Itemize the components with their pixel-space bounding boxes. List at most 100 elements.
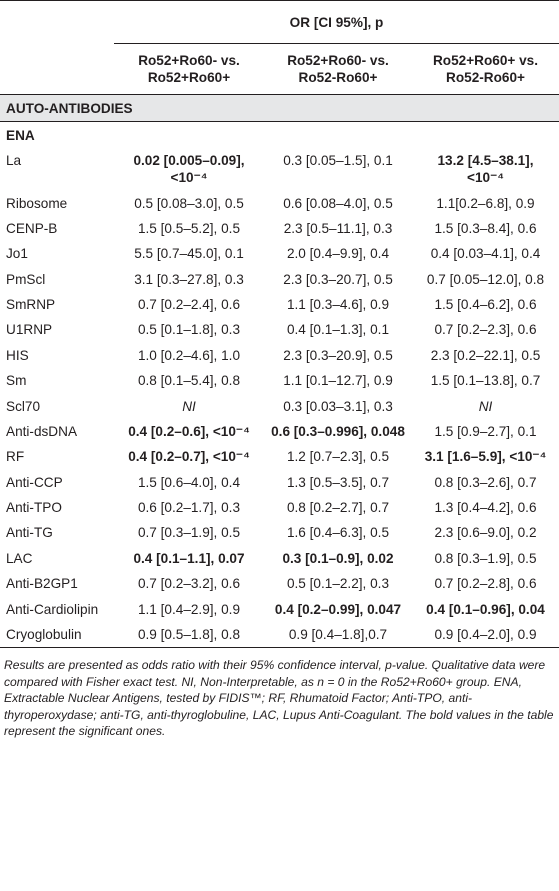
table-cell: 0.7 [0.3–1.9], 0.5 — [137, 525, 241, 541]
row-label: Anti-B2GP1 — [6, 576, 78, 592]
row-label: Sm — [6, 373, 27, 389]
column-header-3: Ro52+Ro60+ vs. Ro52-Ro60+ — [412, 43, 559, 95]
table-cell: NI — [478, 398, 493, 414]
table-row: Anti-B2GP1 0.7 [0.2–3.2], 0.6 0.5 [0.1–2.2… — [0, 571, 559, 596]
table-cell: 0.7 [0.2–2.4], 0.6 — [137, 297, 241, 313]
table-row: Anti-Cardiolipin 1.1 [0.4–2.9], 0.9 0.4 [0… — [0, 596, 559, 621]
table-cell: 0.4 [0.2–0.6], <10⁻⁴ — [128, 423, 250, 439]
table-cell: 0.6 [0.08–4.0], 0.5 — [283, 195, 393, 211]
table-cell: NI — [182, 398, 196, 414]
table-cell: 2.3 [0.2–22.1], 0.5 — [430, 347, 541, 363]
subsection-row: ENA — [0, 122, 559, 149]
table-cell: 1.1[0.2–6.8], 0.9 — [436, 195, 535, 211]
row-label: HIS — [6, 347, 29, 363]
table-row: SmRNP 0.7 [0.2–2.4], 0.6 1.1 [0.3–4.6], 0.… — [0, 292, 559, 317]
table-cell: 0.4 [0.1–1.1], 0.07 — [133, 550, 245, 566]
odds-ratio-table: OR [CI 95%], p Ro52+Ro60- vs. Ro52+Ro60+… — [0, 0, 559, 649]
table-cell: 1.0 [0.2–4.6], 1.0 — [137, 347, 241, 363]
row-label: La — [6, 153, 22, 169]
table-cell: 0.9 [0.4–1.8],0.7 — [264, 621, 412, 649]
table-cell: 1.5 [0.1–13.8], 0.7 — [430, 373, 541, 389]
table-cell: 2.3 [0.5–11.1], 0.3 — [283, 220, 393, 236]
table-cell: 0.5 [0.1–2.2], 0.3 — [286, 576, 390, 592]
table-row: Scl70 NI 0.3 [0.03–3.1], 0.3 NI — [0, 393, 559, 418]
header-row-columns: Ro52+Ro60- vs. Ro52+Ro60+ Ro52+Ro60- vs.… — [0, 43, 559, 95]
table-cell: 0.8 [0.2–2.7], 0.7 — [286, 500, 390, 516]
header-corner — [0, 0, 114, 44]
table-cell: 5.5 [0.7–45.0], 0.1 — [134, 246, 244, 262]
table-cell: 1.1 [0.4–2.9], 0.9 — [137, 601, 241, 617]
table-cell: 1.5 [0.4–6.2], 0.6 — [434, 297, 537, 313]
table-cell: 0.6 [0.3–0.996], 0.048 — [271, 423, 405, 439]
table-cell: 0.4 [0.2–0.99], 0.047 — [274, 601, 402, 617]
table-row: RF 0.4 [0.2–0.7], <10⁻⁴ 1.2 [0.7–2.3], 0.5… — [0, 444, 559, 469]
row-label: Ribosome — [6, 195, 68, 211]
table-cell: 1.1 [0.3–4.6], 0.9 — [286, 297, 390, 313]
table-cell: 0.6 [0.2–1.7], 0.3 — [137, 500, 241, 516]
table-cell: 0.7 [0.05–12.0], 0.8 — [426, 271, 545, 287]
table-cell: 1.1 [0.1–12.7], 0.9 — [283, 373, 393, 389]
table-row: Anti-CCP 1.5 [0.6–4.0], 0.4 1.3 [0.5–3.5],… — [0, 470, 559, 495]
table-cell: 1.5 [0.5–5.2], 0.5 — [137, 220, 241, 236]
table-cell: 2.0 [0.4–9.9], 0.4 — [286, 246, 390, 262]
row-label: PmScl — [6, 271, 46, 287]
row-label: U1RNP — [6, 322, 53, 338]
table-cell: 0.8 [0.1–5.4], 0.8 — [137, 373, 241, 389]
row-label: Cryoglobulin — [0, 621, 114, 649]
header-spanner: OR [CI 95%], p — [114, 0, 559, 44]
row-label: LAC — [6, 550, 33, 566]
table-row: La 0.02 [0.005–0.09], <10⁻⁴ 0.3 [0.05–1.5]… — [0, 148, 559, 190]
table-cell: 0.9 [0.4–2.0], 0.9 — [412, 621, 559, 649]
row-label: Anti-TPO — [6, 500, 62, 516]
section-row: AUTO-ANTIBODIES — [0, 94, 559, 122]
table-cell: 13.2 [4.5–38.1], <10⁻⁴ — [437, 153, 534, 186]
subsection-title: ENA — [6, 127, 35, 143]
row-label: Scl70 — [6, 398, 41, 414]
table-cell: 0.8 [0.3–2.6], 0.7 — [434, 474, 537, 490]
table-row: U1RNP 0.5 [0.1–1.8], 0.3 0.4 [0.1–1.3], 0.… — [0, 317, 559, 342]
table-cell: 2.3 [0.3–20.7], 0.5 — [283, 271, 393, 287]
table-cell: 0.7 [0.2–2.8], 0.6 — [434, 576, 537, 592]
table-row: PmScl 3.1 [0.3–27.8], 0.3 2.3 [0.3–20.7], … — [0, 267, 559, 292]
row-label: Anti-TG — [6, 525, 53, 541]
row-label: Jo1 — [6, 246, 28, 262]
table-cell: 1.3 [0.4–4.2], 0.6 — [434, 500, 537, 516]
table-row: Anti-dsDNA 0.4 [0.2–0.6], <10⁻⁴ 0.6 [0.3–0… — [0, 419, 559, 444]
table-cell: 0.5 [0.08–3.0], 0.5 — [134, 195, 244, 211]
table-cell: 0.02 [0.005–0.09], <10⁻⁴ — [133, 153, 245, 186]
table-row: Ribosome 0.5 [0.08–3.0], 0.5 0.6 [0.08–4.0… — [0, 190, 559, 215]
table-row: Sm 0.8 [0.1–5.4], 0.8 1.1 [0.1–12.7], 0.9 1… — [0, 368, 559, 393]
table-cell: 1.2 [0.7–2.3], 0.5 — [286, 449, 390, 465]
table-cell: 1.5 [0.6–4.0], 0.4 — [137, 474, 241, 490]
header-row-spanner: OR [CI 95%], p — [0, 0, 559, 44]
column-header-2: Ro52+Ro60- vs. Ro52-Ro60+ — [264, 43, 412, 95]
table-cell: 0.7 [0.2–3.2], 0.6 — [137, 576, 241, 592]
table-cell: 2.3 [0.6–9.0], 0.2 — [434, 525, 537, 541]
table-cell: 3.1 [0.3–27.8], 0.3 — [134, 271, 244, 287]
table-cell: 0.8 [0.3–1.9], 0.5 — [434, 550, 537, 566]
table-cell: 0.5 [0.1–1.8], 0.3 — [137, 322, 241, 338]
table-row: Anti-TPO 0.6 [0.2–1.7], 0.3 0.8 [0.2–2.7],… — [0, 495, 559, 520]
table-cell: 1.6 [0.4–6.3], 0.5 — [286, 525, 390, 541]
table-cell: 0.3 [0.05–1.5], 0.1 — [283, 153, 393, 169]
row-label: Anti-Cardiolipin — [6, 601, 99, 617]
row-label: Anti-dsDNA — [6, 423, 78, 439]
row-label: Anti-CCP — [6, 474, 63, 490]
row-label: SmRNP — [6, 297, 56, 313]
table-cell: 2.3 [0.3–20.9], 0.5 — [283, 347, 393, 363]
table-cell: 0.4 [0.1–1.3], 0.1 — [286, 322, 390, 338]
table-cell: 0.3 [0.1–0.9], 0.02 — [282, 550, 394, 566]
table-cell: 0.4 [0.2–0.7], <10⁻⁴ — [128, 449, 250, 465]
table-cell: 0.4 [0.03–4.1], 0.4 — [430, 246, 541, 262]
table-cell: 1.3 [0.5–3.5], 0.7 — [286, 474, 390, 490]
section-title: AUTO-ANTIBODIES — [0, 94, 559, 122]
row-label: CENP-B — [6, 220, 58, 236]
table-row: Anti-TG 0.7 [0.3–1.9], 0.5 1.6 [0.4–6.3], … — [0, 520, 559, 545]
row-label: RF — [6, 449, 25, 465]
table-cell: 1.5 [0.9–2.7], 0.1 — [434, 423, 537, 439]
table-row: HIS 1.0 [0.2–4.6], 1.0 2.3 [0.3–20.9], 0.5… — [0, 343, 559, 368]
table-row: Cryoglobulin 0.9 [0.5–1.8], 0.8 0.9 [0.4–1… — [0, 621, 559, 649]
table-row: LAC 0.4 [0.1–1.1], 0.07 0.3 [0.1–0.9], 0.0… — [0, 546, 559, 571]
table-cell: 0.9 [0.5–1.8], 0.8 — [114, 621, 264, 649]
header-corner-sub — [0, 43, 114, 95]
